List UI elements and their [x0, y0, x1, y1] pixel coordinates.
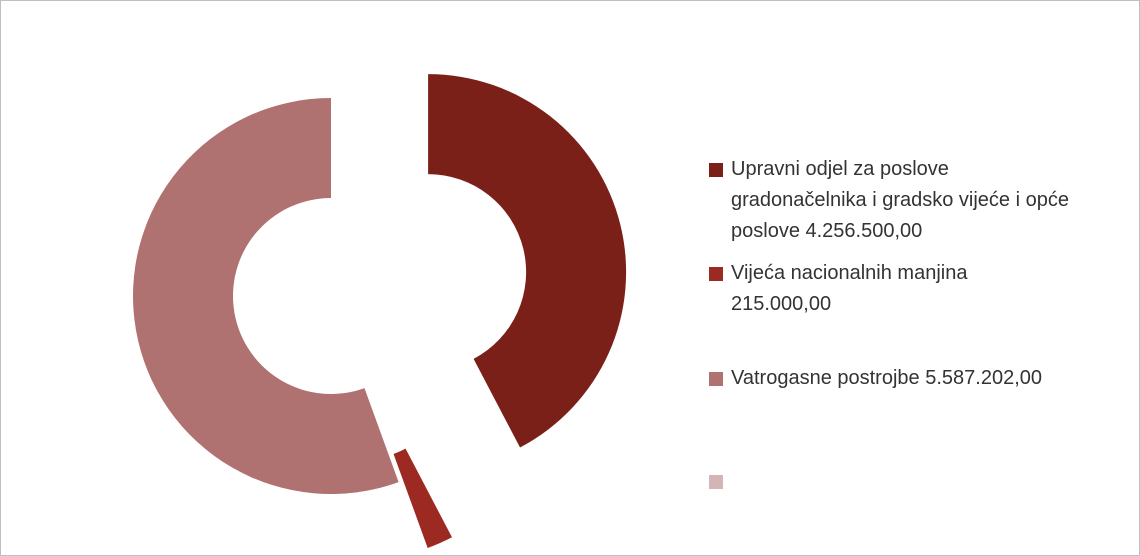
legend-swatch [709, 163, 723, 177]
legend-text: Vijeća nacionalnih manjina 215.000,00 [731, 258, 1069, 320]
legend-item: Vatrogasne postrojbe 5.587.202,00 [709, 363, 1069, 394]
donut-slice [393, 448, 452, 548]
legend-item: Vijeća nacionalnih manjina 215.000,00 [709, 258, 1069, 320]
legend-value: 5.587.202,00 [925, 367, 1042, 389]
legend-item: Upravni odjel za poslove gradonačelnika … [709, 154, 1069, 247]
legend-label: Vatrogasne postrojbe [731, 367, 920, 389]
donut-slice [428, 74, 627, 448]
donut-slice [132, 98, 399, 494]
plot [132, 74, 627, 548]
legend-value: 215.000,00 [731, 293, 832, 315]
legend-value: 4.256.500,00 [805, 220, 923, 242]
legend-swatch [709, 267, 723, 281]
legend-label: Vijeća nacionalnih manjina [731, 262, 968, 284]
legend-swatch [709, 372, 723, 386]
legend-text: Upravni odjel za poslove gradonačelnika … [731, 154, 1069, 247]
legend-label: Upravni odjel za poslove gradonačelnika … [731, 158, 1069, 242]
legend-swatch [709, 475, 723, 489]
legend-text: Vatrogasne postrojbe 5.587.202,00 [731, 363, 1069, 394]
